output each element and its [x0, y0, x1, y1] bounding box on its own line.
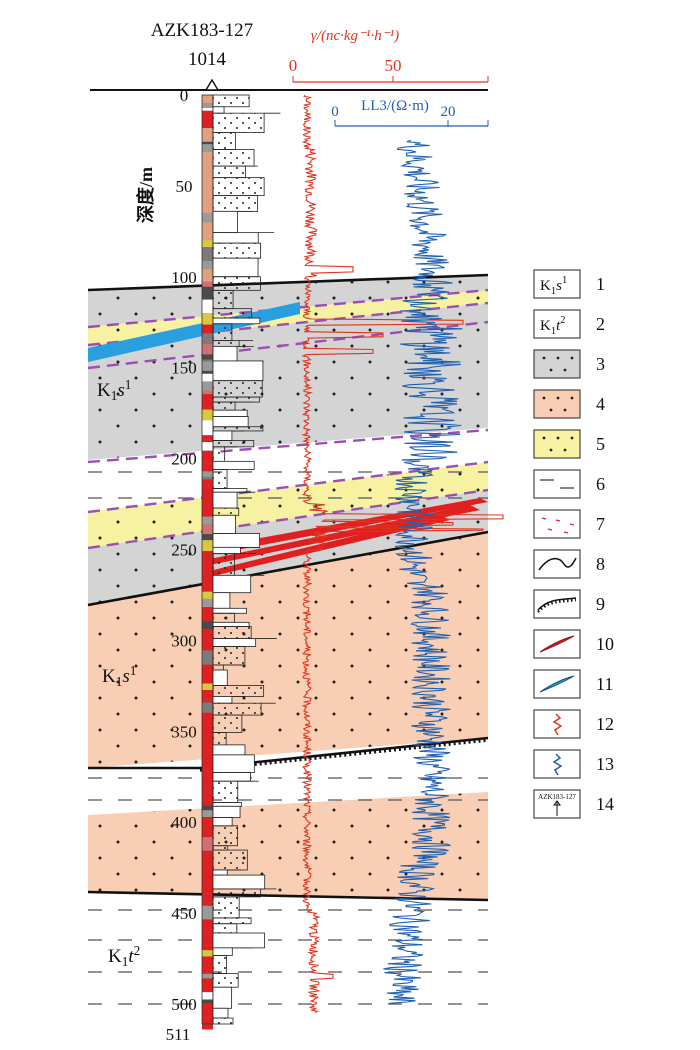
legend-item: 5 — [533, 429, 605, 459]
legend-number: 4 — [596, 394, 605, 414]
formation-K1s1-symbol: K1s1 — [533, 269, 581, 299]
legend-number: 6 — [596, 474, 605, 494]
legend-item: 13 — [533, 749, 614, 779]
legend-number: 1 — [596, 274, 605, 294]
resistivity-tick-label: 0 — [331, 104, 339, 120]
unconformity-line — [199, 738, 489, 772]
lithology-log — [212, 94, 281, 1025]
legend-number: 10 — [596, 634, 614, 654]
well-elevation: 1014 — [188, 49, 227, 70]
mudstone-dash-swatch — [533, 469, 581, 499]
legend-item: K1t2 2 — [533, 309, 605, 339]
orange-sandstone-band — [88, 792, 488, 900]
depth-tick-label: 350 — [171, 722, 197, 741]
depth-tick-label: 250 — [171, 541, 197, 560]
depth-axis-label: 深度/m — [135, 167, 156, 223]
yellow-sandstone-band — [88, 462, 488, 548]
well-head-triangle — [204, 78, 220, 91]
legend-number: 13 — [596, 754, 614, 774]
legend-item: K1s1 1 — [533, 269, 605, 299]
legend-item: 4 — [533, 389, 605, 419]
gamma-tick-label: 0 — [289, 56, 298, 75]
yellow-sandstone-swatch — [533, 429, 581, 459]
formation-labels: K1s1 K1s1 K1t2 — [97, 377, 140, 969]
legend: K1s1 1 K1t2 2 3 4 5 6 7 8 9 10 11 12 13 AZK183-127 14 — [533, 269, 614, 819]
legend-formation-label: K1s1 — [540, 275, 567, 297]
legend-item: 6 — [533, 469, 605, 499]
legend-item: 3 — [533, 349, 605, 379]
depth-tick-label: 50 — [176, 177, 193, 196]
legend-number: 12 — [596, 714, 614, 734]
legend-borehole-caption: AZK183-127 — [538, 793, 576, 801]
depth-bottom-label: 511 — [166, 1025, 191, 1044]
legend-number: 2 — [596, 314, 605, 334]
lithology-column — [201, 94, 214, 1030]
blue-orebody-symbol — [533, 669, 581, 699]
legend-number: 9 — [596, 594, 605, 614]
resistivity-curve-symbol — [533, 749, 581, 779]
depth-tick-label: 300 — [171, 631, 197, 650]
formation-label: K1t2 — [108, 943, 140, 969]
depth-tick-label: 100 — [171, 268, 197, 287]
legend-item: 9 — [533, 589, 605, 619]
legend-item: 12 — [533, 709, 614, 739]
resistivity-axis-label: LL3/(Ω·m) — [361, 98, 429, 114]
legend-number: 14 — [596, 794, 614, 814]
formation-label: K1s1 — [102, 663, 136, 689]
gamma-tick-label: 50 — [385, 56, 402, 75]
depth-tick-label: 400 — [171, 813, 197, 832]
legend-number: 7 — [596, 514, 605, 534]
depth-tick-label: 0 — [180, 86, 189, 105]
legend-item: 11 — [533, 669, 613, 699]
mudstone-band — [88, 738, 488, 815]
gamma-curve-symbol — [533, 709, 581, 739]
red-dash-swatch — [533, 509, 581, 539]
depth-tick-label: 150 — [171, 359, 197, 378]
red-orebody — [205, 498, 488, 556]
legend-item: 7 — [533, 509, 605, 539]
mudstone-band — [88, 428, 488, 512]
legend-number: 5 — [596, 434, 605, 454]
legend-item: AZK183-127 14 — [533, 789, 614, 819]
boundary-line-symbol — [533, 549, 581, 579]
formation-label: K1s1 — [97, 377, 131, 403]
depth-tick-label: 500 — [171, 995, 197, 1014]
legend-number: 11 — [596, 674, 613, 694]
orange-sandstone-swatch — [533, 389, 581, 419]
gamma-curve — [301, 94, 504, 1013]
depth-tick-label: 200 — [171, 450, 197, 469]
legend-item: 10 — [533, 629, 614, 659]
well-name: AZK183-127 — [151, 20, 253, 41]
legend-number: 8 — [596, 554, 605, 574]
legend-formation-label: K1t2 — [540, 315, 566, 337]
orange-sandstone-band — [88, 532, 488, 768]
formation-K1t2-symbol: K1t2 — [533, 309, 581, 339]
red-orebody-symbol — [533, 629, 581, 659]
depth-tick-labels: 0 50 100 150 200 250 300 350 400 450 500 — [171, 86, 197, 1014]
legend-number: 3 — [596, 354, 605, 374]
resistivity-tick-label: 20 — [441, 104, 456, 120]
resistivity-curve — [383, 139, 463, 1004]
depth-tick-label: 450 — [171, 904, 197, 923]
gray-sandstone-swatch — [533, 349, 581, 379]
unconformity-symbol — [533, 589, 581, 619]
red-orebody — [205, 505, 480, 566]
borehole-symbol: AZK183-127 — [533, 789, 581, 819]
legend-item: 8 — [533, 549, 605, 579]
gamma-axis-label: γ/(nc·kg⁻¹·h⁻¹) — [311, 28, 399, 44]
